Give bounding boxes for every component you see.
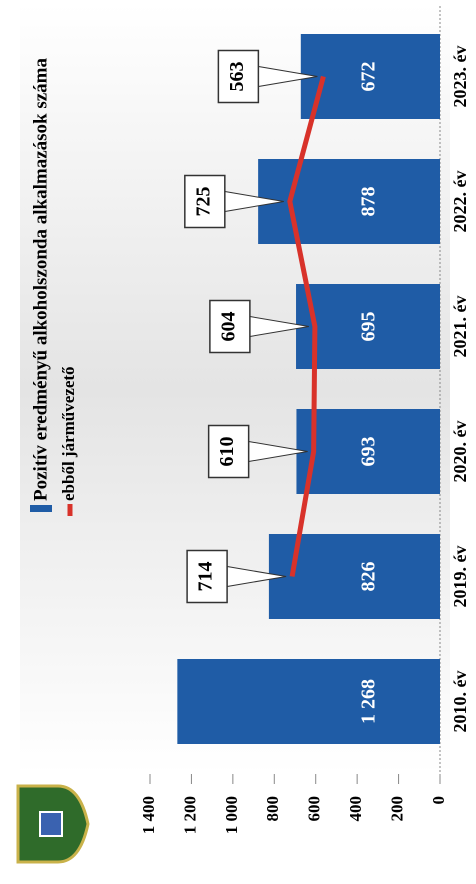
legend-label: ebből járművezető bbox=[59, 366, 78, 501]
y-tick-label: 1 000 bbox=[222, 796, 241, 834]
background bbox=[20, 4, 450, 774]
line bbox=[287, 75, 326, 577]
x-tick-label: 2021. év bbox=[450, 296, 470, 358]
y-tick-label: 800 bbox=[263, 796, 282, 822]
line-value-label: 714 bbox=[195, 562, 217, 592]
bar-value-label: 1 268 bbox=[358, 679, 380, 724]
callout-box bbox=[209, 299, 251, 354]
bar bbox=[177, 659, 440, 744]
y-tick-label: 1 200 bbox=[180, 796, 199, 834]
callout-box bbox=[217, 49, 260, 104]
y-tick-label: 400 bbox=[346, 796, 365, 822]
bar bbox=[296, 409, 441, 494]
callout-box bbox=[184, 174, 226, 229]
bar bbox=[258, 159, 440, 244]
x-tick-label: 2022. év bbox=[450, 171, 470, 233]
police-logo bbox=[16, 784, 90, 864]
bar bbox=[300, 34, 440, 119]
x-tick-label: 2023. év bbox=[450, 46, 470, 108]
callout-box bbox=[207, 424, 250, 479]
y-tick-label: 1 400 bbox=[139, 796, 158, 834]
x-tick-label: 2020. év bbox=[450, 421, 470, 483]
bar-value-label: 672 bbox=[358, 62, 380, 92]
line-value-label: 610 bbox=[216, 437, 238, 467]
bar bbox=[268, 534, 440, 619]
bar-value-label: 826 bbox=[358, 562, 380, 592]
x-tick-label: 2019. év bbox=[450, 546, 470, 608]
bar-value-label: 695 bbox=[358, 312, 380, 342]
bar-value-label: 693 bbox=[358, 437, 380, 467]
line-value-label: 604 bbox=[217, 312, 239, 342]
y-tick-label: 0 bbox=[429, 796, 448, 805]
line-value-label: 725 bbox=[192, 187, 214, 217]
y-tick-label: 600 bbox=[305, 796, 324, 822]
y-tick-label: 200 bbox=[387, 796, 406, 822]
bar-value-label: 878 bbox=[358, 187, 380, 217]
line-value-label: 563 bbox=[226, 62, 248, 92]
legend-swatch bbox=[30, 505, 52, 512]
rotated-chart: 0 200 400 600 800 1 000 1 200 1 400 1 268 826 693 6… bbox=[16, 4, 470, 864]
x-tick-label: 2010. év bbox=[450, 671, 470, 733]
bar bbox=[296, 284, 440, 369]
callout-box bbox=[186, 549, 228, 604]
legend-label: Pozitív eredményű alkoholszonda alkalmaz… bbox=[30, 58, 51, 501]
